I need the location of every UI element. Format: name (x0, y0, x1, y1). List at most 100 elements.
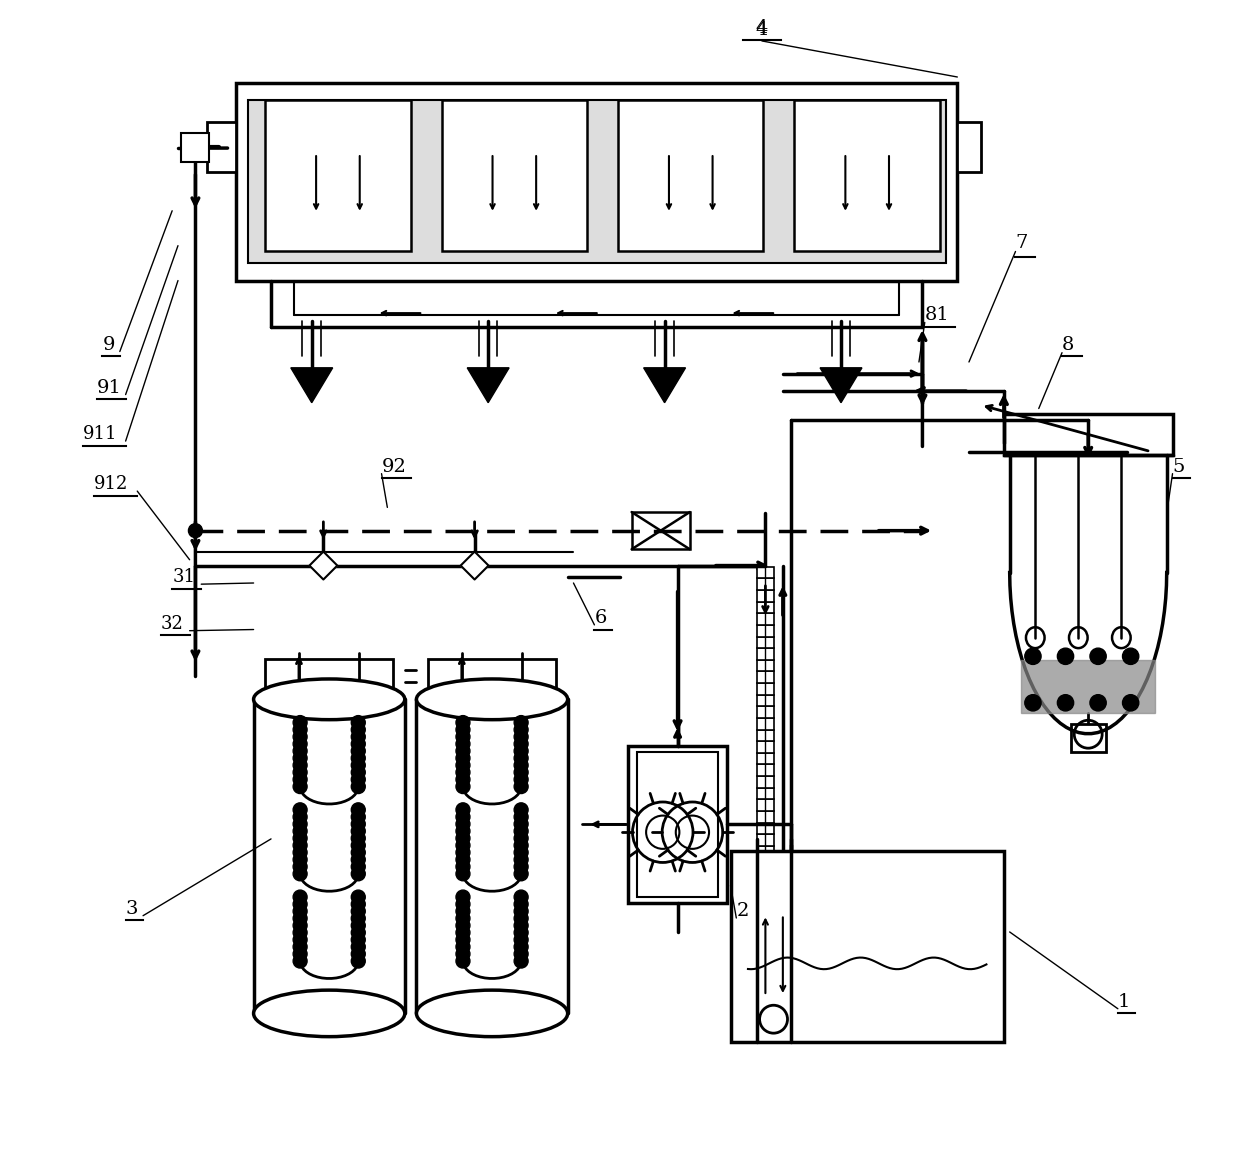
Circle shape (456, 758, 470, 772)
Circle shape (515, 838, 528, 852)
Ellipse shape (417, 679, 568, 719)
Polygon shape (1022, 660, 1156, 712)
Bar (957, 122, 981, 171)
Circle shape (293, 954, 308, 968)
Circle shape (293, 716, 308, 730)
Bar (758, 695, 774, 707)
Circle shape (351, 852, 366, 866)
Bar (730, 850, 1004, 1042)
Circle shape (456, 890, 470, 904)
Ellipse shape (254, 990, 404, 1037)
Circle shape (293, 723, 308, 737)
Circle shape (515, 817, 528, 831)
Circle shape (351, 723, 366, 737)
Circle shape (351, 803, 366, 817)
Bar (758, 742, 774, 753)
Circle shape (351, 751, 366, 765)
Circle shape (351, 730, 366, 744)
Circle shape (293, 765, 308, 779)
Circle shape (515, 919, 528, 933)
Circle shape (1122, 648, 1138, 665)
Bar (1071, 724, 1106, 752)
Circle shape (515, 866, 528, 880)
Bar (758, 613, 774, 625)
Circle shape (351, 824, 366, 838)
Text: 6: 6 (594, 609, 606, 627)
Circle shape (293, 947, 308, 961)
Circle shape (351, 758, 366, 772)
Circle shape (351, 940, 366, 954)
Circle shape (351, 817, 366, 831)
Bar (758, 730, 774, 742)
Circle shape (456, 933, 470, 947)
Bar (758, 765, 774, 777)
Text: 911: 911 (83, 426, 117, 443)
Circle shape (351, 737, 366, 751)
Circle shape (351, 890, 366, 904)
Circle shape (351, 859, 366, 873)
Circle shape (456, 765, 470, 779)
Circle shape (515, 852, 528, 866)
Circle shape (456, 780, 470, 794)
Bar (1004, 414, 1173, 455)
Circle shape (456, 751, 470, 765)
Circle shape (456, 897, 470, 911)
Bar (758, 788, 774, 800)
Circle shape (293, 859, 308, 873)
Bar (758, 707, 774, 718)
Ellipse shape (417, 990, 568, 1037)
Circle shape (351, 810, 366, 824)
Bar (631, 512, 689, 549)
Bar (629, 746, 727, 902)
Text: 1: 1 (1117, 992, 1130, 1011)
Text: 2: 2 (737, 902, 749, 920)
Text: 8: 8 (1061, 336, 1074, 353)
Circle shape (1058, 648, 1074, 665)
Polygon shape (310, 552, 337, 580)
Circle shape (515, 912, 528, 926)
Circle shape (293, 926, 308, 940)
Text: 912: 912 (94, 475, 129, 493)
Bar (236, 83, 957, 281)
Polygon shape (820, 367, 862, 402)
Circle shape (1090, 695, 1106, 711)
Circle shape (515, 933, 528, 947)
Circle shape (456, 866, 470, 880)
Circle shape (515, 926, 528, 940)
Circle shape (293, 758, 308, 772)
Circle shape (293, 831, 308, 845)
Circle shape (515, 859, 528, 873)
Circle shape (293, 905, 308, 919)
Circle shape (456, 773, 470, 786)
Polygon shape (291, 367, 332, 402)
Text: 32: 32 (160, 614, 184, 633)
Text: 81: 81 (925, 307, 950, 324)
Circle shape (515, 716, 528, 730)
Circle shape (351, 926, 366, 940)
Circle shape (515, 758, 528, 772)
Bar (758, 718, 774, 730)
Bar (758, 672, 774, 683)
Circle shape (1122, 695, 1138, 711)
Circle shape (456, 954, 470, 968)
Polygon shape (460, 552, 489, 580)
Circle shape (293, 810, 308, 824)
Circle shape (351, 845, 366, 859)
Circle shape (351, 716, 366, 730)
Text: 5: 5 (1173, 458, 1185, 476)
Circle shape (351, 912, 366, 926)
Circle shape (515, 737, 528, 751)
Circle shape (293, 845, 308, 859)
Bar (758, 777, 774, 788)
Circle shape (515, 780, 528, 794)
Circle shape (456, 947, 470, 961)
Text: 4: 4 (755, 19, 768, 37)
Circle shape (515, 803, 528, 817)
Circle shape (456, 831, 470, 845)
Polygon shape (644, 367, 686, 402)
Circle shape (515, 824, 528, 838)
Circle shape (1090, 648, 1106, 665)
Text: 91: 91 (97, 379, 122, 396)
Circle shape (1024, 695, 1042, 711)
Circle shape (293, 919, 308, 933)
